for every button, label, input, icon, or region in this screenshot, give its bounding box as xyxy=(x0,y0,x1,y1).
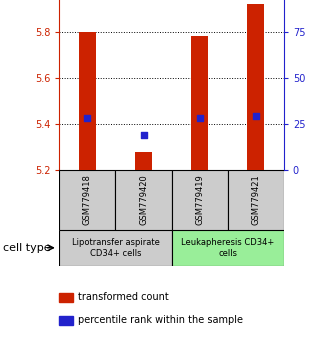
Point xyxy=(141,133,146,138)
Point xyxy=(253,113,258,119)
Bar xyxy=(135,152,152,170)
Text: Lipotransfer aspirate
CD34+ cells: Lipotransfer aspirate CD34+ cells xyxy=(72,238,159,257)
Bar xyxy=(172,170,228,230)
Bar xyxy=(59,170,116,230)
Bar xyxy=(172,230,284,266)
Bar xyxy=(247,4,264,170)
Text: Leukapheresis CD34+
cells: Leukapheresis CD34+ cells xyxy=(181,238,274,257)
Bar xyxy=(59,230,172,266)
Point xyxy=(85,115,90,121)
Text: cell type: cell type xyxy=(3,243,51,253)
Text: percentile rank within the sample: percentile rank within the sample xyxy=(78,315,243,325)
Point xyxy=(197,115,202,121)
Text: GSM779418: GSM779418 xyxy=(83,175,92,225)
Text: GSM779419: GSM779419 xyxy=(195,175,204,225)
Text: GSM779420: GSM779420 xyxy=(139,175,148,225)
Bar xyxy=(79,32,96,170)
Text: GSM779421: GSM779421 xyxy=(251,175,260,225)
Bar xyxy=(228,170,284,230)
Bar xyxy=(191,36,208,170)
Text: transformed count: transformed count xyxy=(78,292,168,302)
Bar xyxy=(115,170,172,230)
